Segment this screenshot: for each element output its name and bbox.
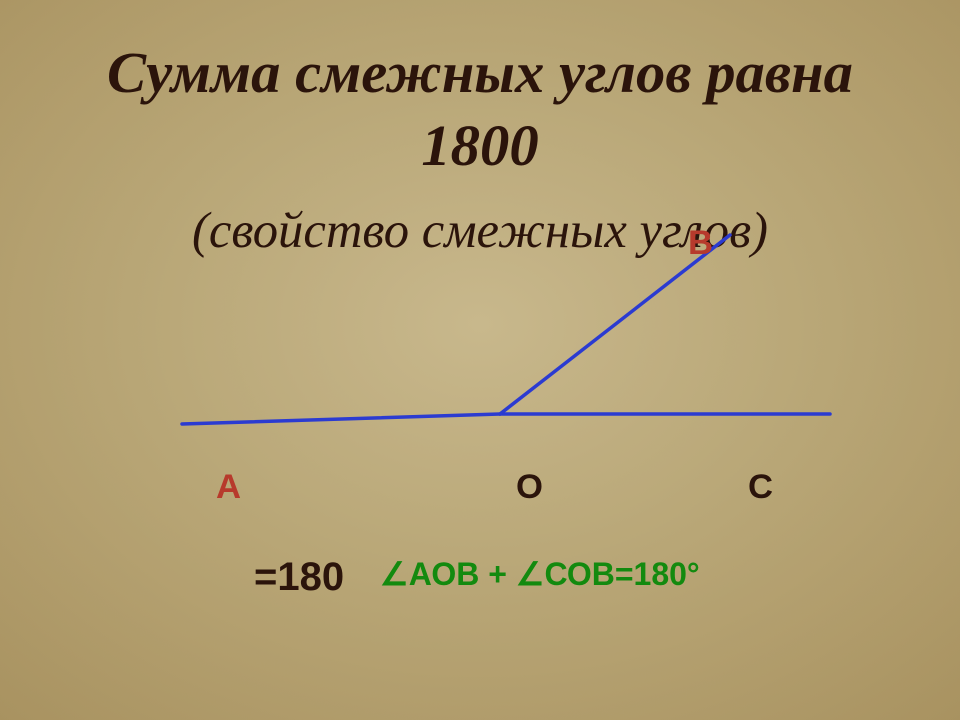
point-label-b: В <box>688 224 713 263</box>
title-line-2: 1800 <box>421 113 538 178</box>
point-label-c: С <box>748 468 773 507</box>
point-label-o: О <box>516 468 543 507</box>
partial-overlay-text: =180 <box>254 555 344 600</box>
angle-symbol-icon: ∠ <box>380 556 409 592</box>
slide-title: Сумма смежных углов равна 1800 <box>0 0 960 183</box>
angle-sum-formula: ∠АОВ + ∠СОВ=180° <box>380 555 700 593</box>
formula-angle-2: СОВ <box>545 556 615 592</box>
point-label-a: А <box>216 468 241 507</box>
segment-oa <box>182 414 500 424</box>
angle-symbol-icon: ∠ <box>516 556 545 592</box>
formula-equals: =180° <box>615 556 700 592</box>
formula-angle-1: АОВ <box>409 556 480 592</box>
slide-subtitle: (свойство смежных углов) <box>0 201 960 259</box>
title-line-1: Сумма смежных углов равна <box>107 40 853 105</box>
formula-plus: + <box>479 556 515 592</box>
